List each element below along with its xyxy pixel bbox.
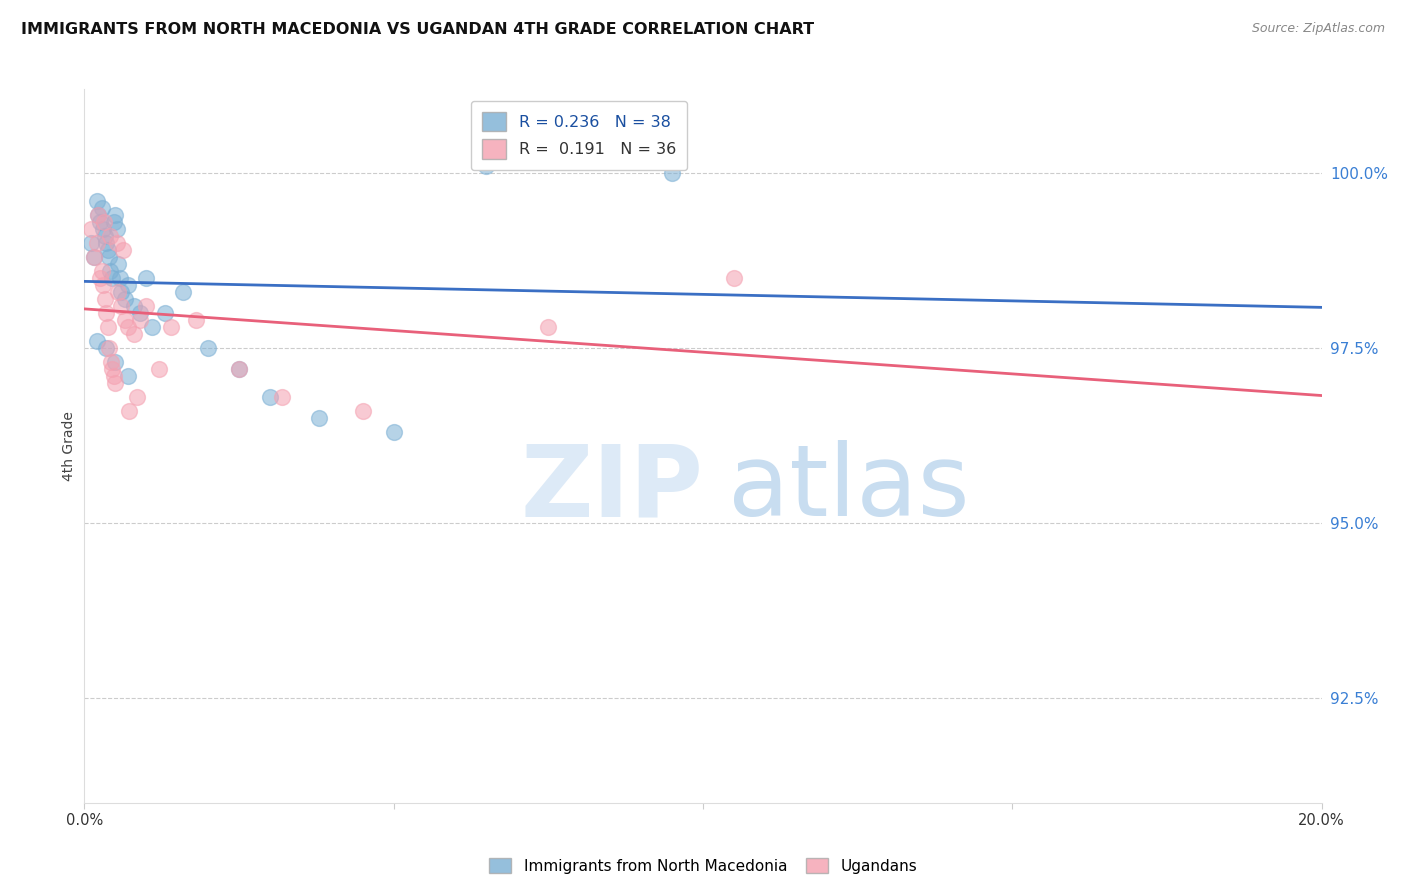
Point — [101, 271, 124, 285]
Point — [110, 299, 132, 313]
Point — [86, 194, 108, 208]
Point — [105, 236, 128, 251]
Point — [259, 390, 281, 404]
Point — [228, 362, 250, 376]
Legend: R = 0.236   N = 38, R =  0.191   N = 36: R = 0.236 N = 38, R = 0.191 N = 36 — [471, 101, 688, 170]
Point — [117, 369, 139, 384]
Point — [129, 313, 152, 327]
Point — [110, 271, 132, 285]
Point — [107, 285, 129, 299]
Point — [104, 208, 127, 222]
Point — [172, 285, 194, 299]
Point — [117, 278, 139, 293]
Point — [129, 306, 152, 320]
Point — [94, 341, 117, 355]
Point — [87, 208, 110, 222]
Point — [86, 236, 108, 251]
Point — [104, 376, 127, 390]
Point — [148, 362, 170, 376]
Point — [117, 320, 139, 334]
Point — [94, 306, 117, 320]
Text: Source: ZipAtlas.com: Source: ZipAtlas.com — [1251, 22, 1385, 36]
Text: atlas: atlas — [728, 441, 969, 537]
Point — [83, 250, 105, 264]
Point — [94, 292, 117, 306]
Point — [475, 159, 498, 173]
Point — [90, 201, 112, 215]
Point — [135, 299, 157, 313]
Point — [98, 229, 121, 244]
Point — [125, 390, 148, 404]
Point — [110, 285, 132, 299]
Point — [111, 243, 134, 257]
Point — [91, 222, 114, 236]
Point — [90, 264, 112, 278]
Point — [86, 334, 108, 348]
Point — [537, 320, 560, 334]
Point — [352, 404, 374, 418]
Point — [79, 222, 101, 236]
Text: ZIP: ZIP — [520, 441, 703, 537]
Text: 20.0%: 20.0% — [1298, 814, 1346, 829]
Point — [98, 341, 121, 355]
Point — [723, 271, 745, 285]
Point — [79, 236, 101, 251]
Point — [228, 362, 250, 376]
Text: IMMIGRANTS FROM NORTH MACEDONIA VS UGANDAN 4TH GRADE CORRELATION CHART: IMMIGRANTS FROM NORTH MACEDONIA VS UGAND… — [21, 22, 814, 37]
Point — [382, 425, 405, 439]
Point — [83, 250, 105, 264]
Point — [94, 229, 117, 244]
Legend: Immigrants from North Macedonia, Ugandans: Immigrants from North Macedonia, Ugandan… — [482, 852, 924, 880]
Point — [122, 327, 145, 342]
Point — [98, 264, 121, 278]
Point — [160, 320, 183, 334]
Point — [93, 215, 115, 229]
Point — [184, 313, 207, 327]
Point — [661, 166, 683, 180]
Point — [97, 320, 120, 334]
Point — [271, 390, 294, 404]
Point — [98, 250, 121, 264]
Point — [107, 257, 129, 271]
Point — [91, 278, 114, 293]
Point — [153, 306, 176, 320]
Point — [135, 271, 157, 285]
Text: 0.0%: 0.0% — [66, 814, 103, 829]
Y-axis label: 4th Grade: 4th Grade — [62, 411, 76, 481]
Point — [100, 355, 122, 369]
Point — [89, 215, 111, 229]
Point — [114, 292, 136, 306]
Point — [103, 369, 125, 384]
Point — [105, 222, 128, 236]
Point — [101, 362, 124, 376]
Point — [118, 404, 141, 418]
Point — [141, 320, 163, 334]
Point — [114, 313, 136, 327]
Point — [103, 215, 125, 229]
Point — [87, 208, 110, 222]
Point — [97, 243, 120, 257]
Point — [104, 355, 127, 369]
Point — [197, 341, 219, 355]
Point — [308, 411, 330, 425]
Point — [94, 236, 117, 251]
Point — [89, 271, 111, 285]
Point — [122, 299, 145, 313]
